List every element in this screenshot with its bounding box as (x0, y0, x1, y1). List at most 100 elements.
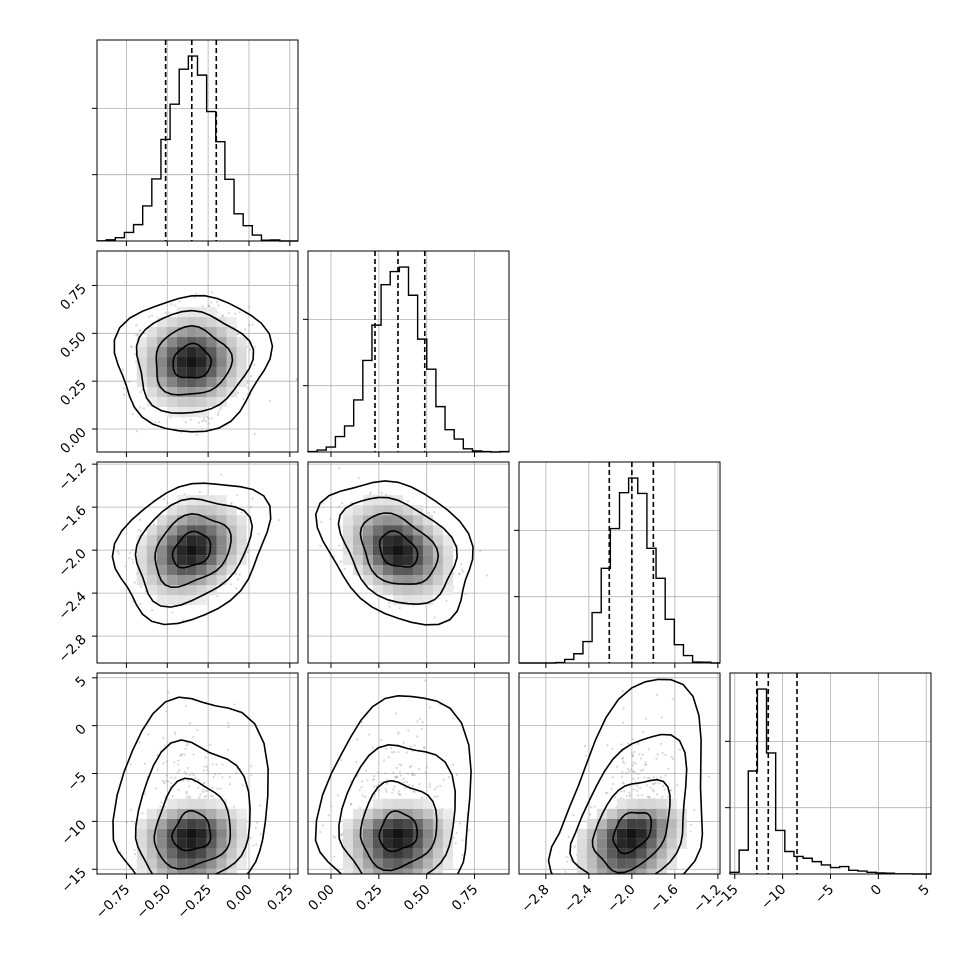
density-cell (226, 525, 237, 536)
density-cell (432, 585, 443, 596)
point (390, 751, 394, 754)
density-cell (136, 555, 147, 566)
density-cell (196, 367, 207, 378)
point (227, 725, 230, 728)
density-cell (146, 525, 157, 536)
panel-1-0-contour-0 (172, 342, 213, 379)
point (468, 829, 471, 832)
panel-3-1-content (308, 673, 509, 874)
point (198, 796, 201, 799)
density-cell (166, 858, 177, 869)
point (171, 795, 174, 798)
point (154, 787, 157, 790)
point (212, 775, 215, 779)
density-cell (146, 848, 157, 859)
point (433, 616, 436, 619)
density-cell (362, 565, 373, 576)
hist-panel-0 (92, 39, 299, 242)
point (330, 805, 333, 808)
density-cell (206, 848, 217, 859)
density-cell (176, 848, 187, 859)
point (170, 776, 173, 779)
point (255, 843, 258, 846)
density-cell (236, 858, 247, 869)
point (349, 803, 353, 806)
point (217, 304, 220, 307)
point (247, 386, 250, 390)
point (250, 765, 253, 768)
point (228, 783, 231, 786)
density-cell (176, 585, 187, 596)
point (249, 374, 253, 378)
point (186, 766, 190, 770)
panel-2-1-contour-3 (314, 480, 474, 626)
density-cell (412, 595, 423, 606)
point (295, 378, 298, 381)
density-cell (166, 367, 177, 378)
density-cell (422, 525, 433, 536)
density-cell (156, 387, 167, 398)
density-cell (146, 327, 157, 338)
point (371, 746, 374, 749)
density-cell (226, 858, 237, 869)
density-cell (216, 525, 227, 536)
density-cell (166, 848, 177, 859)
point (238, 573, 241, 576)
density-cell (186, 397, 197, 408)
density-cell (226, 838, 237, 849)
point (129, 808, 133, 811)
point (142, 407, 146, 410)
hist-panel-2 (514, 461, 721, 664)
density-cell (166, 337, 177, 348)
point (377, 771, 380, 774)
panel-3-0-contour-3 (112, 696, 269, 874)
density-cell (146, 367, 157, 378)
point (227, 722, 230, 725)
point (167, 691, 170, 694)
point (217, 413, 220, 417)
density-cell (372, 575, 383, 586)
density-cell (156, 868, 167, 874)
point (221, 314, 225, 317)
point (139, 603, 142, 606)
point (451, 717, 455, 720)
point (246, 551, 250, 554)
point (458, 572, 461, 575)
point (175, 645, 177, 647)
point (184, 705, 187, 708)
point (384, 772, 387, 775)
density-cell (352, 525, 363, 536)
point (185, 772, 188, 776)
point (182, 619, 185, 622)
density-cell (226, 808, 237, 819)
density-cell (146, 555, 157, 566)
density-cell (186, 367, 197, 378)
density-cell (392, 515, 403, 526)
point (361, 794, 364, 797)
point (433, 795, 436, 798)
point (157, 420, 161, 424)
point (211, 795, 214, 798)
point (420, 727, 423, 730)
density-cell (146, 858, 157, 869)
density-cell (392, 535, 403, 546)
density-cell (186, 317, 197, 328)
panel-2-0-contour-2 (134, 497, 254, 608)
point (207, 772, 210, 775)
hist-0-frame (96, 39, 299, 242)
point (433, 511, 436, 514)
density-cell (372, 585, 383, 596)
density-cell (186, 858, 197, 869)
panel-2-1-frame (307, 461, 510, 664)
point (185, 792, 188, 795)
point (154, 421, 157, 424)
point (421, 721, 424, 724)
density-cell (206, 818, 217, 829)
point (188, 722, 192, 725)
point (152, 523, 156, 526)
density-cell (186, 525, 197, 536)
point (412, 790, 415, 793)
point (128, 557, 131, 560)
density-cell (236, 828, 247, 839)
density-cell (216, 327, 227, 338)
